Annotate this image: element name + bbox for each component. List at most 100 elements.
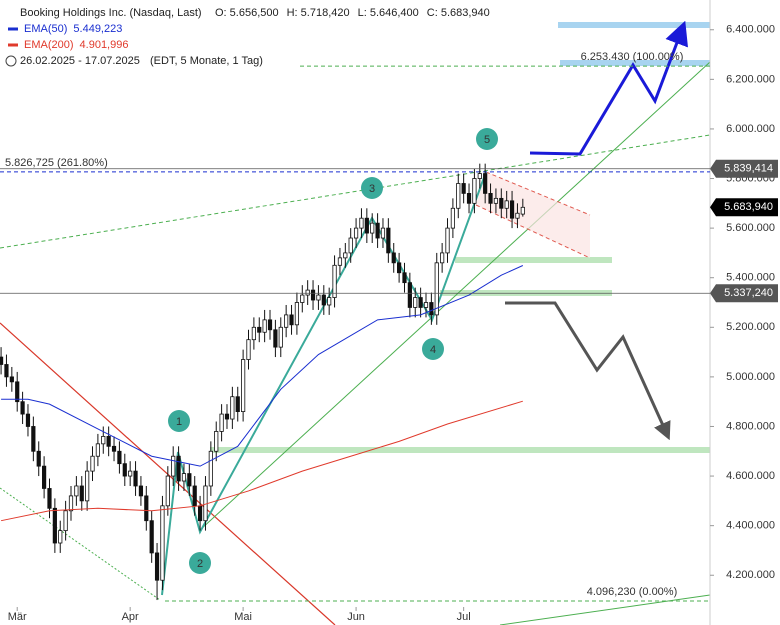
candle-body — [418, 297, 423, 308]
candle-body — [294, 302, 300, 326]
candle-body — [214, 431, 219, 452]
y-tick-label: 5.400.000 — [726, 272, 775, 284]
candle-body — [407, 282, 412, 308]
candle-body — [68, 495, 74, 512]
wave-circle — [476, 128, 498, 150]
price-tag-label: 5.337,240 — [724, 287, 773, 299]
candle-body — [58, 530, 63, 544]
price-tag-box — [710, 198, 778, 217]
candle-body — [483, 173, 488, 194]
candle-body — [154, 552, 160, 581]
candle-body — [85, 470, 90, 502]
candle-body — [31, 426, 36, 452]
candle-body — [149, 520, 154, 554]
candle-body — [273, 329, 278, 348]
candle-body — [224, 413, 230, 420]
candle-body — [520, 206, 525, 215]
y-tick-label: 4.400.000 — [726, 520, 775, 532]
legend-swatch — [8, 27, 18, 31]
candle-body — [257, 326, 262, 333]
candle-body — [456, 183, 461, 209]
fib-label: 4.096,230 (0.00%) — [587, 586, 678, 598]
candle-body — [493, 197, 499, 204]
candle-body — [348, 237, 353, 254]
range-note: (EDT, 5 Monate, 1 Tag) — [150, 55, 263, 67]
candle-body — [9, 376, 14, 383]
candle-body — [90, 455, 95, 472]
ema-line — [1, 265, 524, 467]
candle-body — [25, 413, 31, 427]
candle-body — [262, 319, 267, 333]
candle-body — [246, 339, 251, 360]
candle-body — [423, 302, 429, 308]
candle-body — [42, 465, 47, 489]
candle-body — [63, 510, 68, 532]
candle-body — [402, 272, 407, 284]
candle-body — [230, 396, 235, 420]
candle-body — [235, 396, 240, 412]
candle-body — [278, 326, 283, 348]
candle-body — [79, 485, 84, 502]
price-tag-label: 5.839,414 — [724, 163, 773, 175]
y-tick-label: 5.600.000 — [726, 222, 775, 234]
candle-body — [176, 455, 181, 482]
candle-body — [284, 314, 289, 328]
candle-body — [106, 435, 111, 447]
candle-body — [477, 173, 482, 179]
candle-body — [36, 450, 41, 467]
x-tick-label: Jun — [347, 611, 365, 623]
y-tick-label: 6.000.000 — [726, 123, 775, 135]
candle-body — [241, 359, 246, 412]
candle-body — [0, 356, 4, 365]
candle-body — [375, 222, 380, 239]
price-tag-label: 5.683,940 — [724, 201, 773, 213]
candle-body — [47, 488, 52, 509]
candle-body — [321, 294, 326, 306]
x-tick-label: Jul — [457, 611, 471, 623]
candle-body — [128, 470, 133, 477]
candle-body — [337, 257, 343, 266]
candle-body — [160, 505, 165, 581]
candle-body — [413, 297, 418, 308]
y-tick-label: 4.600.000 — [726, 470, 775, 482]
ohlc-label: L: 5.646,400 — [358, 7, 419, 19]
wave-label: 3 — [369, 183, 375, 195]
candle-body — [461, 183, 466, 194]
y-tick-label: 6.200.000 — [726, 73, 775, 85]
candle-body — [327, 297, 332, 306]
price-tag-box — [710, 284, 778, 303]
candle-body — [488, 193, 493, 204]
x-tick-label: Mai — [234, 611, 252, 623]
candle-body — [171, 455, 176, 477]
wave-label: 1 — [176, 416, 182, 428]
drawings — [0, 20, 711, 625]
y-tick-label: 6.400.000 — [726, 24, 775, 36]
candle-body — [4, 364, 9, 378]
y-tick-label: 5.000.000 — [726, 371, 775, 383]
candle-body — [343, 252, 348, 259]
candle-body — [208, 450, 213, 487]
y-tick-label: 5.200.000 — [726, 321, 775, 333]
candle-body — [15, 381, 20, 403]
candle-body — [466, 193, 472, 204]
candle-body — [117, 450, 122, 465]
legend-swatch — [8, 43, 18, 47]
y-tick-label: 4.800.000 — [726, 420, 775, 432]
candle-body — [165, 475, 170, 507]
candle-body — [74, 485, 79, 497]
wave-labels: 1 2 3 4 5 — [168, 128, 498, 574]
candle-body — [20, 401, 25, 415]
candle-body — [133, 470, 138, 487]
candle-body — [267, 319, 273, 331]
candle-body — [138, 485, 144, 497]
ohlc-label: H: 5.718,420 — [287, 7, 350, 19]
legend-label: EMA(50) — [24, 23, 67, 35]
candle-body — [429, 302, 434, 316]
candle-body — [305, 289, 310, 296]
candle-body — [192, 485, 197, 507]
candle-body — [445, 227, 450, 254]
y-tick-label: 4.200.000 — [726, 569, 775, 581]
wave-label: 5 — [484, 134, 490, 146]
wave-label: 4 — [430, 344, 436, 356]
